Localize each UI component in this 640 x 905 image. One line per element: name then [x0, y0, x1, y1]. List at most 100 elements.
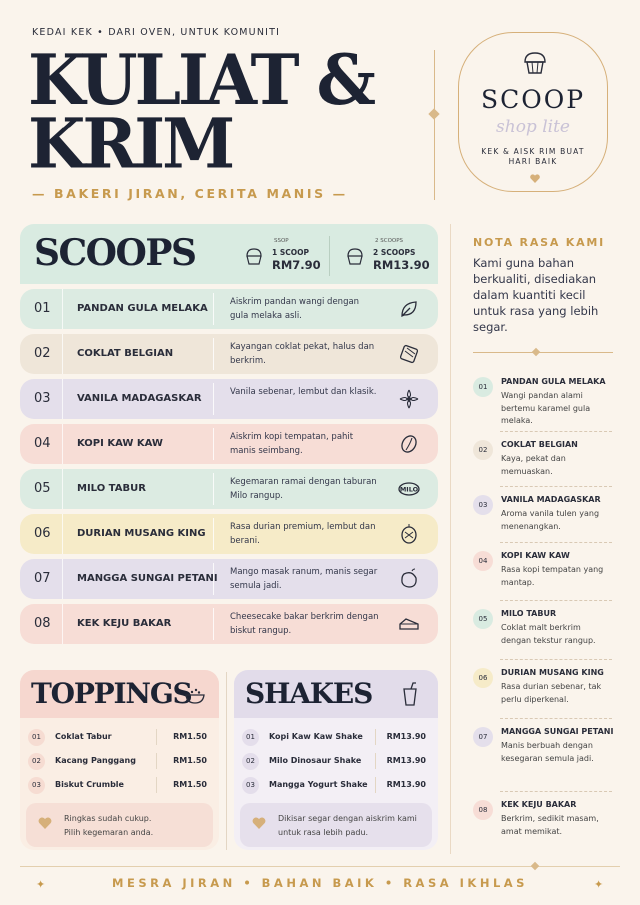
price-value: RM13.90 [373, 258, 430, 272]
item-price: RM13.90 [386, 780, 426, 789]
flavour-name: COKLAT BELGIAN [77, 348, 174, 359]
item-name: COKLAT BELGIAN [501, 440, 578, 449]
row-separator [213, 293, 214, 325]
row-separator [62, 514, 63, 554]
brand-badge: SCOOP shop lite KEK & AISK RIM BUAT HARI… [458, 32, 608, 192]
flavour-description: Aiskrim kopi tempatan, pahit manis seimb… [230, 432, 354, 456]
dotted-divider [500, 659, 612, 660]
item-description: Wangi pandan alami bertemu karamel gula … [501, 391, 591, 425]
flavour-note-item: 03 VANILA MADAGASKAR Aroma vanila tulen ya… [473, 495, 618, 545]
scoop-row: 07 MANGGA SUNGAI PETANI Mango masak ranum,… [20, 559, 438, 599]
badge-script: shop lite [496, 117, 570, 137]
vanilla-flower-icon [399, 389, 419, 409]
row-separator [62, 469, 63, 509]
coffee-bean-icon [401, 435, 417, 453]
badge-tagline: KEK & AISK RIM BUAT HARI BAIK [481, 147, 585, 166]
item-number: 03 [242, 777, 259, 794]
flavour-description: Mango masak ranum, manis segar semula ja… [230, 567, 378, 591]
scoop-row: 04 KOPI KAW KAW Aiskrim kopi tempatan, pah… [20, 424, 438, 464]
flavour-note-item: 06 DURIAN MUSANG KING Rasa durian sebenar,… [473, 668, 618, 718]
row-number: 02 [34, 346, 51, 361]
cupcake-icon [524, 52, 546, 74]
flavour-description: Kayangan coklat pekat, halus dan berkrim… [230, 342, 375, 366]
price-two-scoops: 2 SCOOPS 2 SCOOPS RM13.90 [345, 238, 431, 274]
item-number: 08 [473, 800, 493, 820]
row-number: 07 [34, 571, 51, 586]
list-item: 03 Mangga Yogurt Shake RM13.90 [242, 775, 426, 795]
flavour-note-item: 05 MILO TABUR Coklat malt berkrim dengan t… [473, 609, 618, 659]
item-separator [156, 777, 157, 793]
scoop-row: 05 MILO TABUR Kegemaran ramai dengan tabur… [20, 469, 438, 509]
scoop-cup-icon [347, 248, 363, 265]
toppings-box: TOPPINGS 01 Coklat Tabur RM1.50 02 Kacang Pa… [20, 670, 219, 850]
row-separator [213, 518, 214, 550]
cake-slice-icon [399, 618, 419, 630]
scoop-row: 08 KEK KEJU BAKAR Cheesecake bakar berkrim… [20, 604, 438, 644]
item-name: DURIAN MUSANG KING [501, 668, 604, 677]
item-name: MANGGA SUNGAI PETANI [501, 727, 614, 736]
item-separator [375, 729, 376, 745]
toppings-header [20, 670, 219, 718]
flavour-name: KOPI KAW KAW [77, 438, 163, 449]
list-item: 01 Coklat Tabur RM1.50 [28, 727, 207, 747]
item-separator [375, 777, 376, 793]
sidebar-rule [473, 352, 613, 353]
shake-cup-icon [403, 682, 417, 706]
dotted-divider [500, 600, 612, 601]
flavour-note-item: 01 PANDAN GULA MELAKA Wangi pandan alami b… [473, 377, 618, 427]
item-description: Coklat malt berkrim dengan tekstur rangu… [501, 623, 596, 645]
row-number: 05 [34, 481, 51, 496]
price-label: 1 SCOOP [272, 248, 309, 257]
subtitle: — BAKERI JIRAN, CERITA MANIS — [32, 186, 348, 201]
item-separator [156, 729, 157, 745]
price-one-scoop: SSOP 1 SCOOP RM7.90 [244, 238, 330, 274]
flavour-description: Kegemaran ramai dengan taburan Milo rang… [230, 477, 377, 501]
page-title-line2: KRIM [28, 102, 235, 185]
item-price: RM13.90 [386, 732, 426, 741]
item-name: MILO TABUR [501, 609, 557, 618]
item-separator [375, 753, 376, 769]
item-number: 02 [473, 440, 493, 460]
toppings-note: Ringkas sudah cukup. Pilih kegemaran and… [26, 803, 213, 847]
row-number: 03 [34, 391, 51, 406]
item-number: 05 [473, 609, 493, 629]
footer-rule-diamond [530, 861, 540, 871]
item-number: 06 [473, 668, 493, 688]
item-name: Coklat Tabur [55, 732, 112, 741]
flavour-description: Vanila sebenar, lembut dan klasik. [230, 387, 377, 397]
toppings-note-text: Ringkas sudah cukup. Pilih kegemaran and… [64, 814, 154, 837]
price-value: RM7.90 [272, 258, 321, 272]
flavour-note-item: 07 MANGGA SUNGAI PETANI Manis berbuah deng… [473, 727, 618, 777]
heart-icon [252, 817, 266, 829]
scoops-header [20, 224, 438, 284]
row-separator [62, 379, 63, 419]
item-number: 01 [242, 729, 259, 746]
svg-text:MILO: MILO [400, 486, 419, 494]
sparkle-icon: ✦ [36, 878, 46, 891]
scoops-title: SCOOPS [34, 232, 197, 274]
durian-icon [401, 524, 417, 544]
leaf-icon [401, 301, 417, 318]
row-separator [62, 604, 63, 644]
row-number: 06 [34, 526, 51, 541]
row-separator [213, 338, 214, 370]
flavour-name: MANGGA SUNGAI PETANI [77, 573, 218, 584]
row-separator [213, 563, 214, 595]
row-separator [62, 424, 63, 464]
dotted-divider [500, 542, 612, 543]
row-number: 01 [34, 301, 51, 316]
kicker-text: KEDAI KEK • DARI OVEN, UNTUK KOMUNITI [32, 27, 281, 38]
mango-icon [401, 568, 417, 588]
flavour-description: Aiskrim pandan wangi dengan gula melaka … [230, 297, 360, 321]
row-number: 08 [34, 616, 51, 631]
heart-icon [38, 817, 52, 829]
item-number: 02 [242, 753, 259, 770]
price-divider [329, 236, 330, 276]
divider-diamond [428, 108, 440, 120]
scoop-cup-icon [246, 248, 262, 265]
item-description: Aroma vanila tulen yang menenangkan. [501, 509, 600, 531]
item-number: 03 [28, 777, 45, 794]
dotted-divider [500, 718, 612, 719]
item-price: RM1.50 [173, 756, 207, 765]
shakes-box: SHAKES 01 Kopi Kaw Kaw Shake RM13.90 02 Milo… [234, 670, 438, 850]
